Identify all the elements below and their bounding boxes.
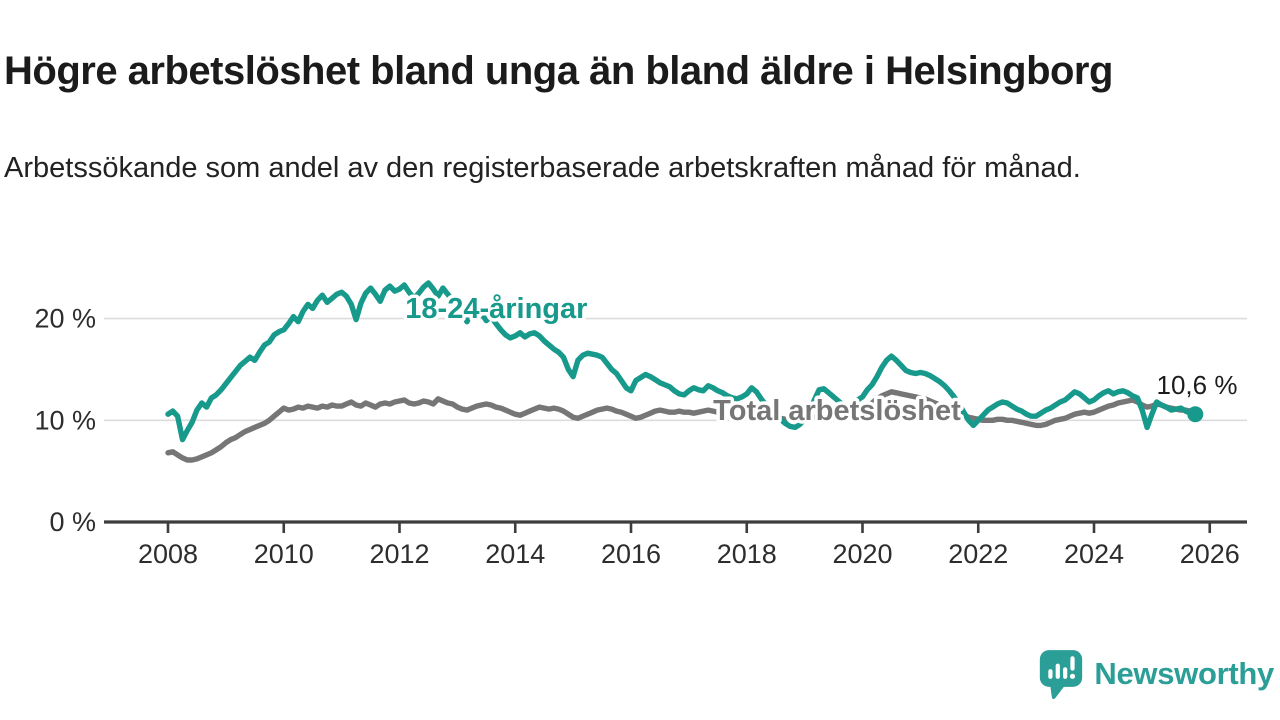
newsworthy-logo: Newsworthy [1038, 648, 1274, 700]
newsworthy-icon [1040, 650, 1083, 700]
series-line-1 [165, 280, 1199, 443]
x-tick-label-2008: 2008 [138, 539, 198, 569]
x-tick-label-2012: 2012 [369, 539, 429, 569]
x-tick-label-2016: 2016 [601, 539, 661, 569]
end-point-dot [1187, 406, 1204, 423]
series-label-1: 18-24-åringar [405, 293, 587, 325]
series-label-0: Total arbetslöshet [713, 395, 961, 427]
chart-title: Högre arbetslöshet bland unga än bland ä… [4, 48, 1113, 93]
x-tick-label-2022: 2022 [948, 539, 1008, 569]
x-tick-label-2018: 2018 [717, 539, 777, 569]
x-tick-label-2024: 2024 [1064, 539, 1124, 569]
end-value-label: 10,6 % [1157, 370, 1238, 400]
x-tick-label-2020: 2020 [832, 539, 892, 569]
series-line-0 [165, 389, 1194, 463]
chart-subtitle: Arbetssökande som andel av den registerb… [4, 152, 1081, 184]
x-tick-label-2026: 2026 [1180, 539, 1240, 569]
y-tick-label-0: 0 % [49, 507, 96, 537]
x-tick-label-2014: 2014 [485, 539, 545, 569]
newsworthy-wordmark: Newsworthy [1094, 656, 1274, 691]
y-tick-label-20: 20 % [34, 304, 96, 334]
x-tick-label-2010: 2010 [254, 539, 314, 569]
y-tick-label-10: 10 % [34, 405, 96, 435]
